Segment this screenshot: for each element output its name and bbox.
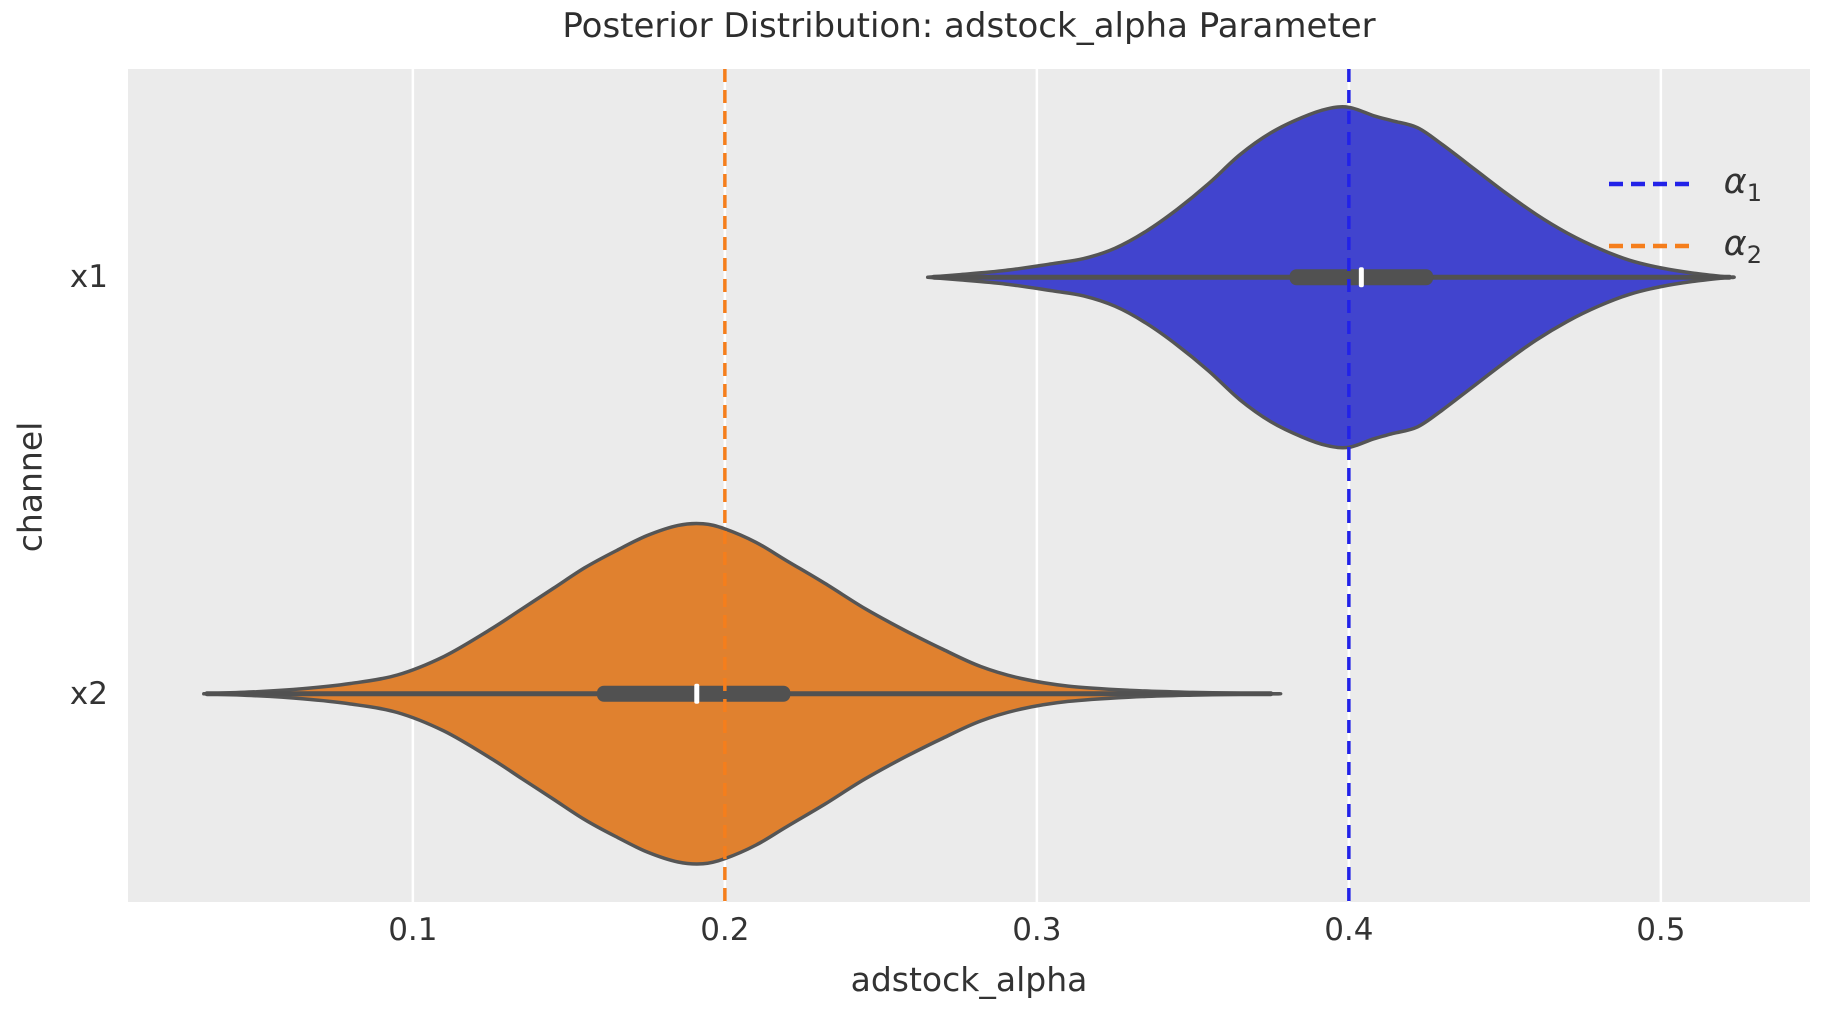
x-tick-label-0.5: 0.5 <box>1636 912 1686 948</box>
legend: α1 α2 <box>1608 161 1762 269</box>
median-tick-x1 <box>1358 267 1364 288</box>
median-tick-x2 <box>694 683 700 704</box>
y-tick-label-x1: x1 <box>69 259 108 296</box>
legend-row-alpha2: α2 <box>1608 223 1762 269</box>
legend-row-alpha1: α1 <box>1608 161 1762 207</box>
plot-area: α1 α2 <box>128 69 1810 902</box>
legend-label-alpha1: α1 <box>1723 161 1762 207</box>
chart-title: Posterior Distribution: adstock_alpha Pa… <box>562 6 1376 46</box>
y-tick-label-x2: x2 <box>69 675 108 712</box>
x-tick-label-0.1: 0.1 <box>388 912 438 948</box>
x-axis-label: adstock_alpha <box>850 960 1088 999</box>
legend-dashed-line-sample <box>1608 243 1689 249</box>
x-tick-label-0.4: 0.4 <box>1324 912 1374 948</box>
y-axis-label: channel <box>10 421 50 553</box>
legend-dashed-line-sample <box>1608 181 1689 187</box>
plot-svg <box>202 69 1736 902</box>
legend-label-alpha2: α2 <box>1723 223 1762 269</box>
iqr-box-x2 <box>596 685 791 702</box>
x-tick-label-0.3: 0.3 <box>1012 912 1062 948</box>
x-tick-label-0.2: 0.2 <box>700 912 750 948</box>
